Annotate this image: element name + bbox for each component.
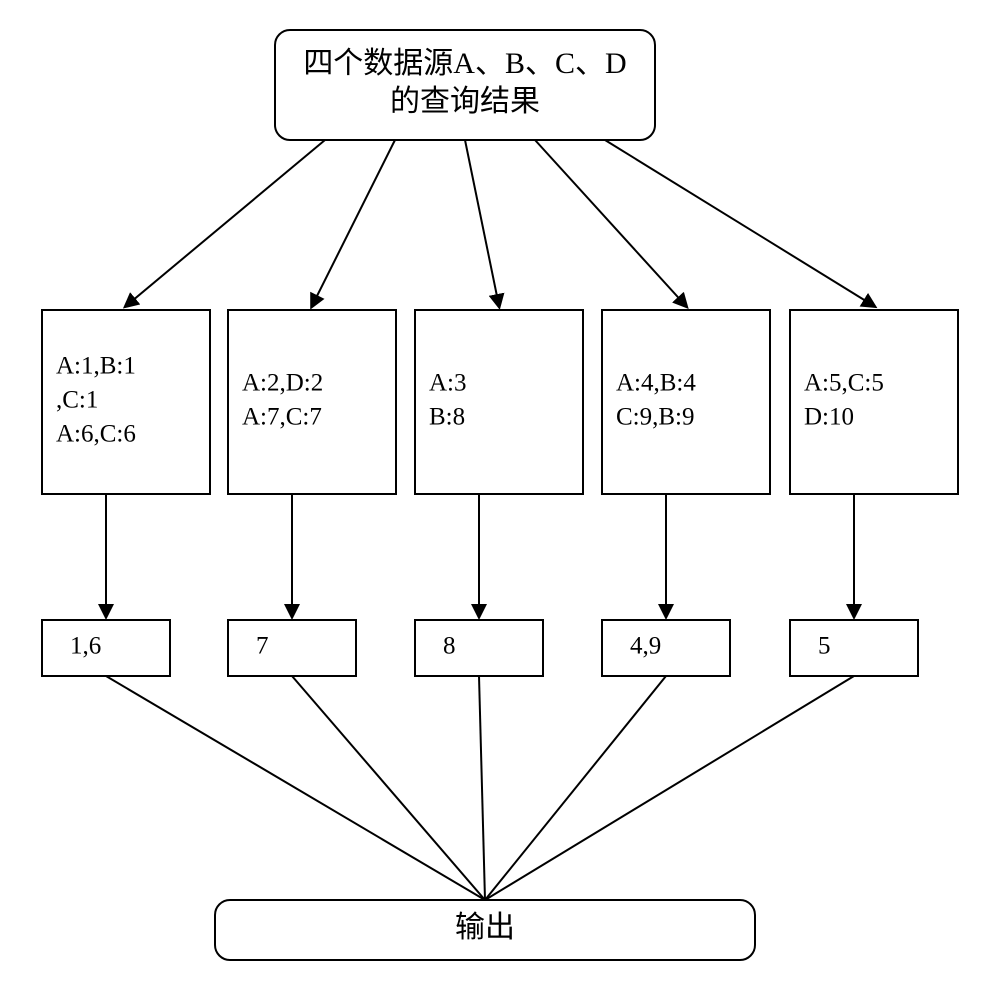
svg-text:5: 5	[818, 633, 831, 660]
result-node-2: 8	[415, 620, 543, 676]
output-node: 输出	[215, 900, 755, 960]
svg-text:C:9,B:9: C:9,B:9	[616, 404, 695, 431]
middle-node-1: A:2,D:2 A:7,C:7	[228, 310, 396, 494]
svg-text:,C:1: ,C:1	[56, 387, 98, 414]
svg-text:A:2,D:2: A:2,D:2	[242, 370, 323, 397]
svg-text:B:8: B:8	[429, 404, 465, 431]
svg-text:7: 7	[256, 633, 269, 660]
svg-text:4,9: 4,9	[630, 633, 661, 660]
result-node-1: 7	[228, 620, 356, 676]
svg-text:输出: 输出	[455, 911, 515, 944]
middle-node-3: A:4,B:4 C:9,B:9	[602, 310, 770, 494]
svg-text:8: 8	[443, 633, 456, 660]
svg-text:四个数据源A、B、C、D: 四个数据源A、B、C、D	[303, 47, 626, 80]
flowchart-diagram: 四个数据源A、B、C、D 的查询结果 A:1,B:1 ,C:1 A:6,C:6 A:2,D…	[0, 0, 1000, 989]
result-node-3: 4,9	[602, 620, 730, 676]
svg-text:A:7,C:7: A:7,C:7	[242, 404, 322, 431]
svg-text:D:10: D:10	[804, 404, 854, 431]
top-node: 四个数据源A、B、C、D 的查询结果	[275, 30, 655, 140]
middle-node-2: A:3B:8	[415, 310, 583, 494]
middle-node-4: A:5,C:5 D:10	[790, 310, 958, 494]
middle-node-0: A:1,B:1 ,C:1 A:6,C:6	[42, 310, 210, 494]
svg-text:A:5,C:5: A:5,C:5	[804, 370, 884, 397]
svg-text:A:3: A:3	[429, 370, 467, 397]
svg-text:1,6: 1,6	[70, 633, 101, 660]
result-node-4: 5	[790, 620, 918, 676]
result-node-0: 1,6	[42, 620, 170, 676]
svg-text:A:6,C:6: A:6,C:6	[56, 421, 136, 448]
svg-text:的查询结果: 的查询结果	[390, 85, 540, 118]
svg-text:A:4,B:4: A:4,B:4	[616, 370, 696, 397]
svg-text:A:1,B:1: A:1,B:1	[56, 353, 136, 380]
